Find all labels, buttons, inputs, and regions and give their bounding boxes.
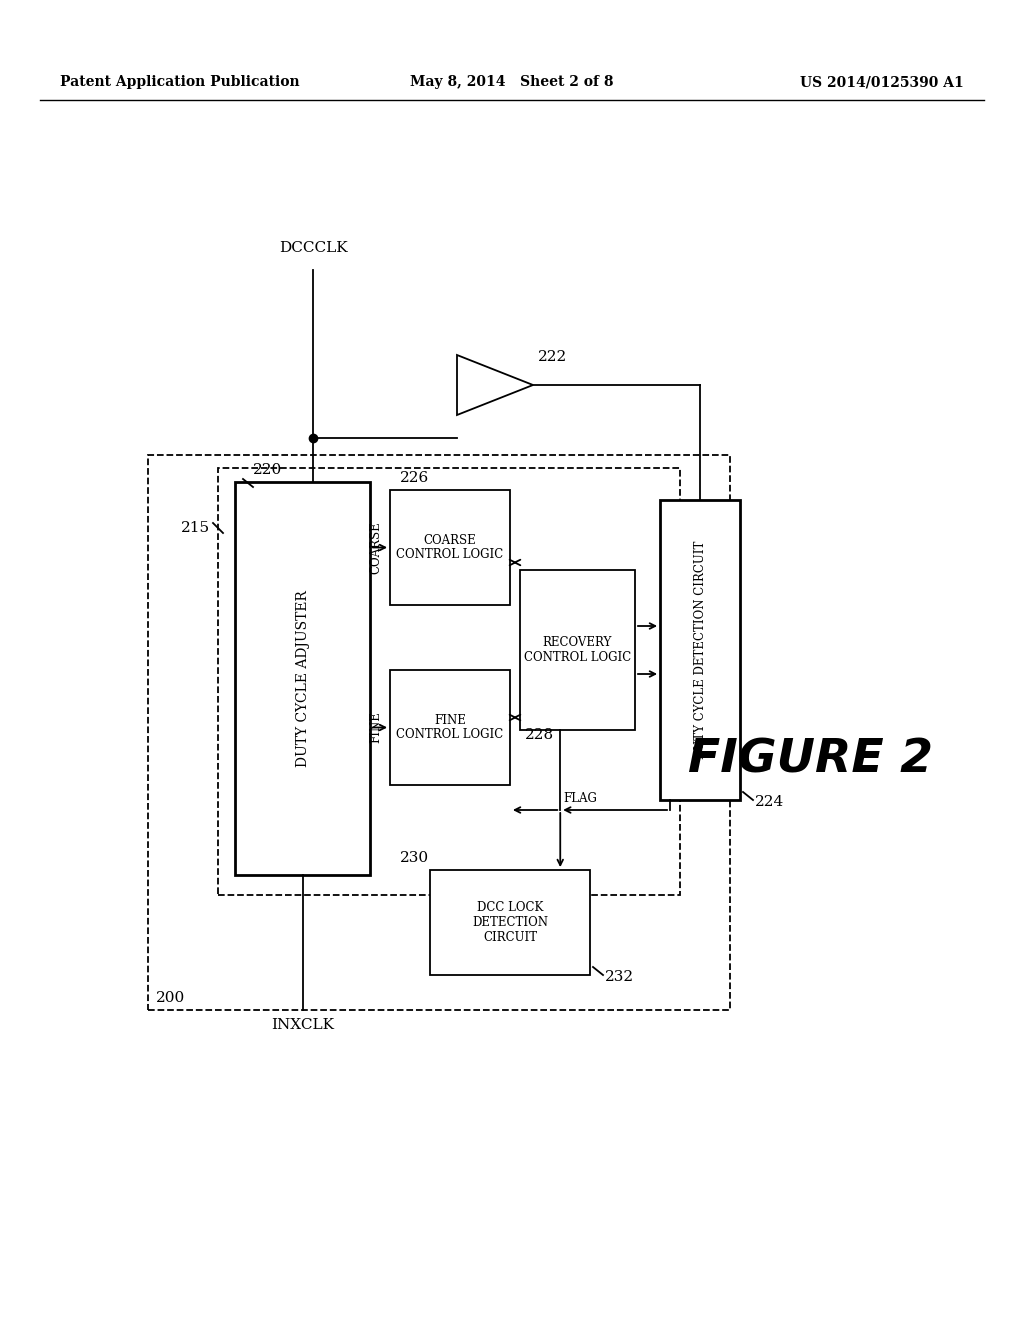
Text: DCC LOCK
DETECTION
CIRCUIT: DCC LOCK DETECTION CIRCUIT — [472, 902, 548, 944]
Text: US 2014/0125390 A1: US 2014/0125390 A1 — [800, 75, 964, 88]
Text: DCCCLK: DCCCLK — [279, 242, 347, 255]
Bar — [218, 469, 680, 895]
Text: 232: 232 — [605, 970, 634, 983]
Text: Patent Application Publication: Patent Application Publication — [60, 75, 300, 88]
Polygon shape — [457, 355, 534, 414]
Text: FLAG: FLAG — [563, 792, 597, 805]
Text: 200: 200 — [156, 991, 185, 1005]
Text: FINE
CONTROL LOGIC: FINE CONTROL LOGIC — [396, 714, 504, 742]
Text: 228: 228 — [525, 729, 554, 742]
Bar — [430, 870, 590, 975]
Text: 222: 222 — [538, 350, 567, 364]
Text: FIGURE 2: FIGURE 2 — [687, 738, 933, 783]
Text: COARSE
CONTROL LOGIC: COARSE CONTROL LOGIC — [396, 533, 504, 561]
Text: INXCLK: INXCLK — [271, 1018, 334, 1032]
Text: 220: 220 — [253, 463, 283, 477]
Text: 215: 215 — [181, 521, 210, 535]
Bar — [148, 455, 730, 1010]
Bar — [660, 500, 740, 800]
Text: COARSE: COARSE — [369, 521, 382, 574]
Text: FINE: FINE — [369, 711, 382, 743]
Text: RECOVERY
CONTROL LOGIC: RECOVERY CONTROL LOGIC — [524, 636, 631, 664]
Text: May 8, 2014   Sheet 2 of 8: May 8, 2014 Sheet 2 of 8 — [411, 75, 613, 88]
Bar — [390, 671, 510, 785]
Text: 230: 230 — [400, 851, 429, 865]
Text: DUTY CYCLE ADJUSTER: DUTY CYCLE ADJUSTER — [296, 590, 309, 767]
Bar — [234, 482, 370, 875]
Text: 226: 226 — [400, 471, 429, 484]
Text: DUTY CYCLE DETECTION CIRCUIT: DUTY CYCLE DETECTION CIRCUIT — [693, 541, 707, 759]
Bar — [520, 570, 635, 730]
Bar — [390, 490, 510, 605]
Text: 224: 224 — [755, 795, 784, 809]
